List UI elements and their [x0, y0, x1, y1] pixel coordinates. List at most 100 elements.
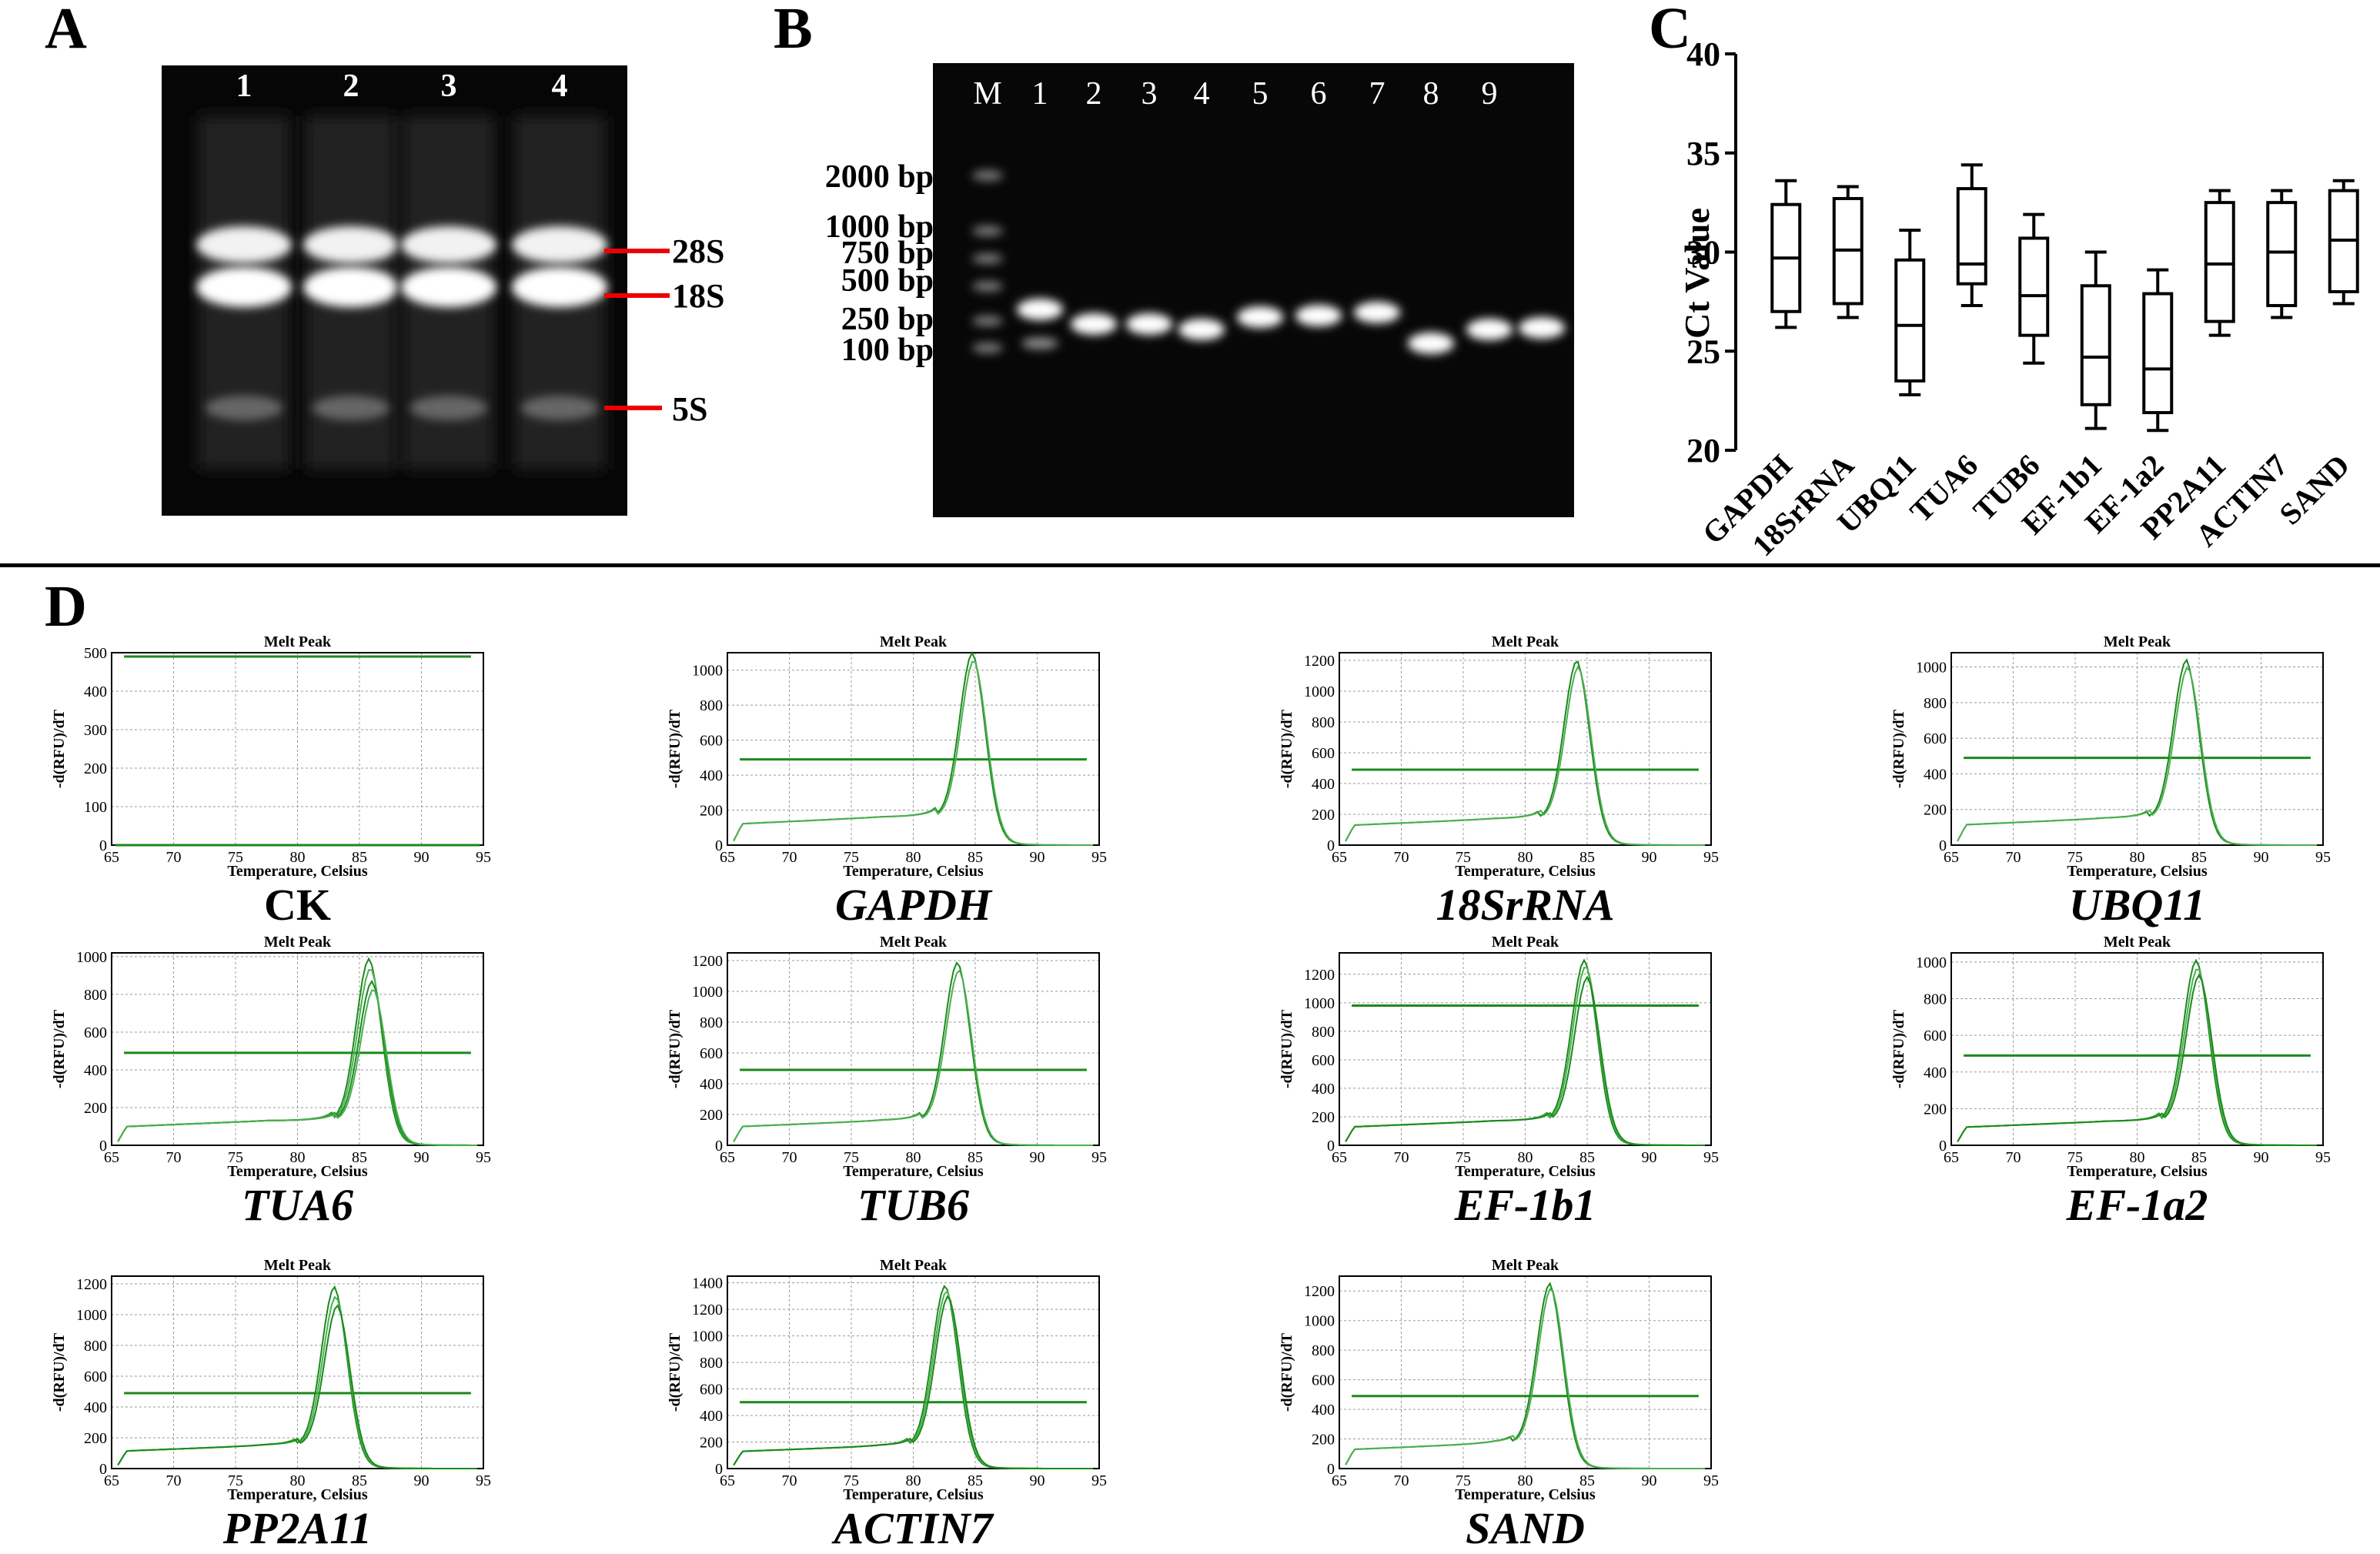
gel-b-lane-label: 5 — [1252, 76, 1269, 112]
x-tick-label: 90 — [1030, 1149, 1045, 1166]
x-tick-label: 65 — [104, 849, 119, 866]
x-tick-label: 65 — [1944, 1149, 1959, 1166]
x-axis-label: Temperature, Celsius — [227, 1486, 367, 1503]
y-tick-label: 1000 — [1304, 1313, 1335, 1330]
gel-b-lane-label: 1 — [1032, 76, 1048, 112]
pcr-band — [1237, 306, 1283, 328]
box-ACTIN7 — [2268, 191, 2295, 318]
y-tick-label: 200 — [84, 1100, 107, 1117]
gel-b-lane-label: 6 — [1311, 76, 1327, 112]
x-axis-label: Temperature, Celsius — [1455, 1486, 1595, 1503]
marker-label-500: 500 bp — [841, 263, 934, 299]
y-tick-label: 1000 — [692, 663, 723, 680]
y-tick-label: 800 — [1312, 714, 1335, 731]
pcr-band — [1466, 319, 1513, 340]
x-tick-label: 70 — [166, 1472, 182, 1489]
x-tick-label: 70 — [1394, 1149, 1409, 1166]
x-tick-label: 90 — [1030, 849, 1045, 866]
y-tick-label: 400 — [1312, 1402, 1335, 1419]
y-tick-label: 800 — [1924, 991, 1947, 1008]
y-tick-label: 200 — [700, 803, 723, 820]
ladder-band — [972, 170, 1003, 181]
x-axis-label: Temperature, Celsius — [227, 1163, 367, 1180]
gene-caption: EF-1b1 — [1256, 1179, 1795, 1231]
y-tick-label: 1000 — [1916, 954, 1947, 971]
y-tick-label: 200 — [1312, 1432, 1335, 1449]
pcr-band — [1071, 313, 1117, 335]
x-tick-label: SAND — [2272, 448, 2356, 532]
y-tick-label: 600 — [84, 1369, 107, 1385]
x-tick-label: 70 — [1394, 1472, 1409, 1489]
x-tick-label: 70 — [2006, 849, 2021, 866]
panel-c-boxplot: 2025303540GAPDH18SrRNAUBQ11TUA6TUB6EF-1b… — [1647, 0, 2380, 563]
y-tick-label: 600 — [700, 1045, 723, 1062]
x-tick-label: 90 — [414, 1149, 430, 1166]
box-PP2A11 — [2206, 191, 2234, 336]
x-tick-label: 95 — [2315, 1149, 2331, 1166]
x-tick-label: 95 — [2315, 849, 2331, 866]
x-tick-label: 95 — [1703, 1149, 1719, 1166]
y-tick-label: 600 — [1312, 1372, 1335, 1389]
box-EF-1b1 — [2082, 252, 2110, 429]
y-tick-label: 800 — [700, 1355, 723, 1372]
gel-b-background — [933, 63, 1574, 517]
gel-b-lane-label: 8 — [1423, 76, 1439, 112]
y-tick-label: 1000 — [692, 984, 723, 1001]
y-tick-label: 1200 — [692, 1302, 723, 1318]
marker-label-2000: 2000 bp — [825, 159, 934, 195]
x-tick-label: 70 — [782, 1149, 797, 1166]
melt-plot-title: Melt Peak — [1492, 1257, 1559, 1274]
y-tick-label: 1000 — [692, 1328, 723, 1345]
x-tick-label: 95 — [1091, 1472, 1107, 1489]
melt-plot-title: Melt Peak — [264, 1257, 332, 1274]
y-tick-label: 200 — [1924, 1101, 1947, 1118]
gel-b-lane-label: M — [973, 76, 1001, 112]
x-axis-label: Temperature, Celsius — [843, 1163, 983, 1180]
melt-curve — [1345, 1284, 1705, 1469]
pcr-band — [1295, 305, 1342, 326]
x-tick-label: 95 — [476, 849, 491, 866]
y-tick-label: 800 — [700, 1014, 723, 1031]
x-axis-label: Temperature, Celsius — [843, 1486, 983, 1503]
box-iqr — [2206, 202, 2234, 322]
y-tick-label: 1200 — [692, 953, 723, 970]
gene-caption: ACTIN7 — [644, 1502, 1183, 1554]
melt-plot-title: Melt Peak — [1492, 633, 1559, 650]
y-tick-label: 1000 — [76, 949, 107, 966]
x-tick-label: 95 — [1703, 1472, 1719, 1489]
ladder-band — [972, 316, 1003, 326]
melt-curve — [1957, 961, 2317, 1145]
y-tick-label: 200 — [1924, 802, 1947, 819]
y-tick-label: 400 — [700, 1408, 723, 1425]
y-tick-label: 400 — [84, 1062, 107, 1079]
y-tick-label: 600 — [1924, 1028, 1947, 1044]
gene-caption: CK — [28, 879, 567, 931]
x-tick-label: 70 — [782, 1472, 797, 1489]
y-axis-label: -d(RFU)/dT — [1890, 709, 1907, 788]
y-tick-label: 40 — [1686, 35, 1720, 73]
y-axis-label: -d(RFU)/dT — [51, 1332, 68, 1412]
x-tick-label: 65 — [1332, 1472, 1347, 1489]
y-tick-label: 600 — [1924, 730, 1947, 747]
melt-plot-title: Melt Peak — [264, 934, 332, 951]
x-tick-label: 65 — [720, 849, 735, 866]
y-tick-label: 400 — [1312, 1081, 1335, 1098]
melt-plot-title: Melt Peak — [2104, 633, 2171, 650]
melt-curve — [734, 662, 1093, 845]
x-tick-label: 70 — [782, 849, 797, 866]
x-tick-label: 90 — [1642, 849, 1657, 866]
gel-b-lane-label: 9 — [1482, 76, 1498, 112]
y-axis-label: -d(RFU)/dT — [667, 1332, 684, 1412]
y-tick-label: 600 — [1312, 745, 1335, 762]
y-tick-label: 800 — [84, 987, 107, 1004]
x-tick-label: 90 — [1642, 1472, 1657, 1489]
gene-caption: SAND — [1256, 1502, 1795, 1554]
x-tick-label: 90 — [1030, 1472, 1045, 1489]
y-tick-label: 1000 — [1304, 995, 1335, 1012]
box-iqr — [2020, 238, 2047, 335]
marker-label-100: 100 bp — [841, 333, 934, 368]
y-tick-label: 800 — [1312, 1024, 1335, 1041]
y-tick-label: 200 — [84, 1430, 107, 1447]
